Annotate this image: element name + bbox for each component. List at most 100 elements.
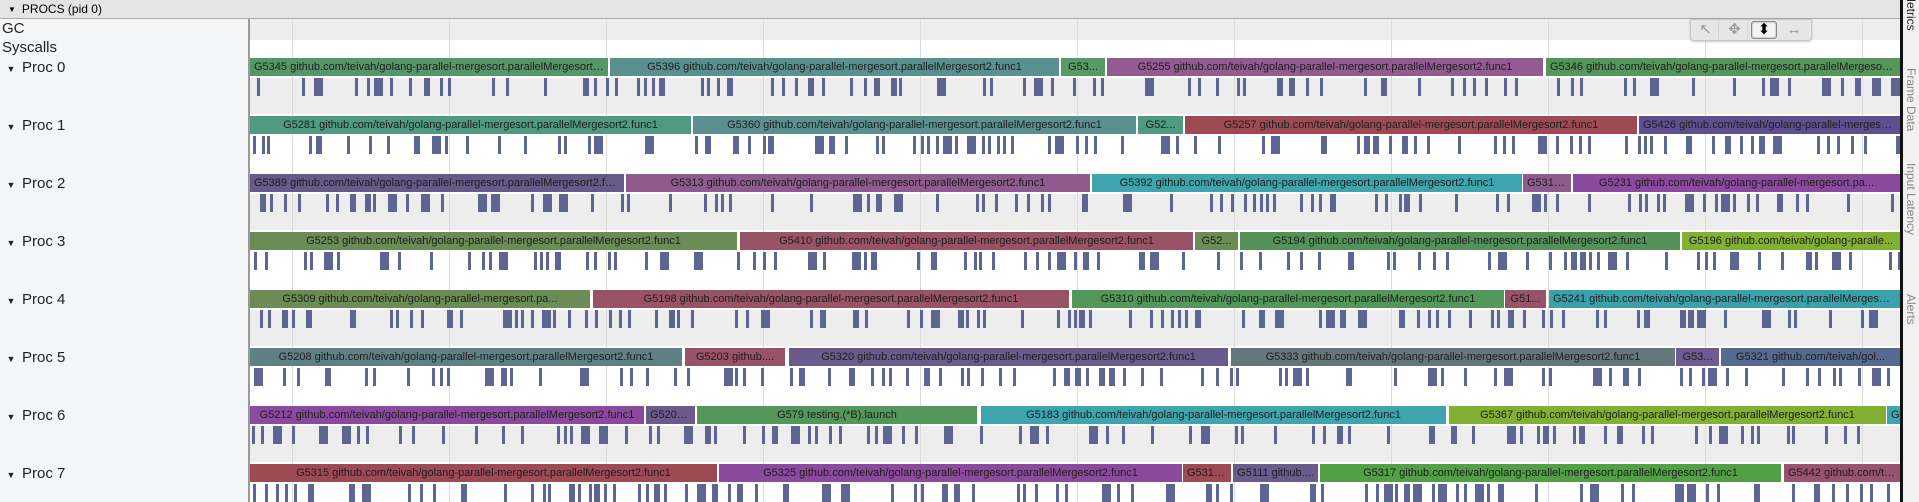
event-tick[interactable] [852, 310, 859, 328]
event-tick[interactable] [1725, 136, 1731, 154]
event-tick[interactable] [1388, 136, 1392, 154]
event-tick[interactable] [1017, 484, 1021, 502]
event-tick[interactable] [407, 368, 411, 386]
event-tick[interactable] [982, 136, 986, 154]
event-tick[interactable] [891, 78, 898, 96]
event-tick[interactable] [1274, 310, 1284, 328]
event-tick[interactable] [1689, 368, 1693, 386]
event-tick[interactable] [809, 310, 813, 328]
event-tick[interactable] [1814, 484, 1821, 502]
event-tick[interactable] [915, 426, 919, 444]
event-tick[interactable] [1543, 194, 1547, 212]
event-tick[interactable] [431, 368, 435, 386]
event-tick[interactable] [1446, 252, 1450, 270]
event-tick[interactable] [553, 310, 557, 328]
event-tick[interactable] [1590, 484, 1599, 502]
event-tick[interactable] [1836, 136, 1840, 154]
event-tick[interactable] [976, 194, 980, 212]
event-tick[interactable] [1120, 136, 1124, 154]
event-tick[interactable] [1643, 310, 1650, 328]
event-tick[interactable] [594, 252, 598, 270]
event-tick[interactable] [1624, 78, 1628, 96]
event-tick[interactable] [441, 194, 445, 212]
event-tick[interactable] [1340, 310, 1347, 328]
event-tick[interactable] [439, 78, 443, 96]
event-tick[interactable] [1386, 252, 1390, 270]
event-tick[interactable] [1664, 136, 1668, 154]
event-tick[interactable] [795, 78, 799, 96]
event-tick[interactable] [1414, 136, 1418, 154]
event-tick[interactable] [917, 252, 921, 270]
event-tick[interactable] [1216, 484, 1220, 502]
event-tick[interactable] [1709, 426, 1713, 444]
event-tick[interactable] [410, 310, 414, 328]
event-tick[interactable] [354, 78, 358, 96]
event-tick[interactable] [669, 194, 673, 212]
event-tick[interactable] [808, 78, 815, 96]
event-tick[interactable] [606, 78, 610, 96]
event-tick[interactable] [628, 310, 632, 328]
event-tick[interactable] [1557, 78, 1561, 96]
event-tick[interactable] [1074, 252, 1078, 270]
event-tick[interactable] [1160, 136, 1170, 154]
event-tick[interactable] [935, 194, 939, 212]
event-tick[interactable] [865, 310, 869, 328]
event-tick[interactable] [1796, 194, 1800, 212]
event-tick[interactable] [714, 194, 718, 212]
event-tick[interactable] [273, 426, 283, 444]
event-tick[interactable] [790, 368, 794, 386]
event-tick[interactable] [1787, 78, 1791, 96]
tab-input-latency[interactable]: Input Latency [1904, 163, 1918, 236]
event-tick[interactable] [1319, 194, 1323, 212]
event-tick[interactable] [1306, 78, 1310, 96]
event-tick[interactable] [1532, 194, 1542, 212]
event-tick[interactable] [1122, 426, 1126, 444]
event-tick[interactable] [542, 484, 546, 502]
goroutine-slice[interactable]: G5196 github.com/teivah/golang-paralle..… [1682, 232, 1900, 250]
event-tick[interactable] [697, 484, 707, 502]
event-tick[interactable] [736, 252, 740, 270]
event-tick[interactable] [992, 252, 996, 270]
goroutine-slice[interactable]: G5257 github.com/teivah/golang-parallel-… [1185, 116, 1637, 134]
goroutine-slice[interactable]: G5315 github.com/teivah/golang-parallel-… [250, 464, 717, 482]
event-tick[interactable] [1777, 194, 1784, 212]
event-tick[interactable] [292, 426, 296, 444]
event-tick[interactable] [1320, 136, 1327, 154]
event-tick[interactable] [369, 136, 373, 154]
event-tick[interactable] [1085, 368, 1089, 386]
event-tick[interactable] [728, 484, 732, 502]
event-tick[interactable] [913, 484, 917, 502]
event-tick[interactable] [1725, 368, 1729, 386]
event-tick[interactable] [1549, 310, 1553, 328]
event-tick[interactable] [1067, 310, 1071, 328]
event-tick[interactable] [1337, 426, 1344, 444]
goroutine-slice[interactable]: G52... [1195, 232, 1238, 250]
goroutine-slice[interactable]: G5396 github.com/teivah/golang-parallel-… [610, 58, 1059, 76]
goroutine-slice[interactable]: G5410 github.com/teivah/golang-parallel-… [740, 232, 1193, 250]
event-tick[interactable] [1177, 310, 1181, 328]
event-tick[interactable] [1056, 252, 1066, 270]
event-tick[interactable] [901, 426, 905, 444]
event-tick[interactable] [1504, 78, 1508, 96]
event-tick[interactable] [1036, 252, 1040, 270]
event-tick[interactable] [1761, 78, 1765, 96]
event-tick[interactable] [423, 78, 430, 96]
event-tick[interactable] [1102, 484, 1112, 502]
event-tick[interactable] [524, 136, 528, 154]
timeline-track-area[interactable]: G5345 github.com/teivah/golang-parallel-… [250, 19, 1900, 502]
event-tick[interactable] [1628, 194, 1632, 212]
event-tick[interactable] [1593, 368, 1603, 386]
event-tick[interactable] [771, 426, 778, 444]
event-tick[interactable] [1745, 368, 1749, 386]
event-tick[interactable] [1757, 252, 1761, 270]
event-tick[interactable] [1184, 310, 1188, 328]
event-tick[interactable] [1895, 136, 1900, 154]
event-tick[interactable] [1496, 310, 1500, 328]
event-tick[interactable] [1562, 310, 1566, 328]
event-tick[interactable] [700, 78, 704, 96]
event-tick[interactable] [1475, 484, 1485, 502]
event-tick[interactable] [1384, 194, 1388, 212]
event-tick[interactable] [1580, 78, 1584, 96]
event-tick[interactable] [1419, 194, 1423, 212]
event-tick[interactable] [1048, 136, 1052, 154]
